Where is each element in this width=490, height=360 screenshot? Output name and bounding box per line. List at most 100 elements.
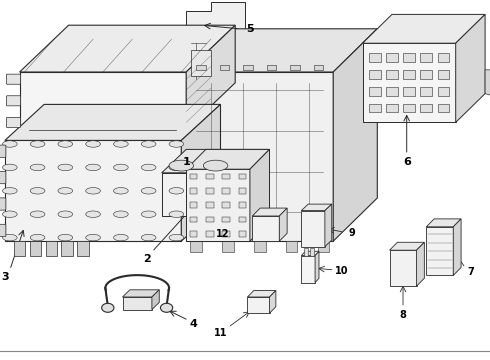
Bar xyxy=(206,217,214,222)
Polygon shape xyxy=(247,297,270,313)
Polygon shape xyxy=(122,297,152,310)
Bar xyxy=(386,104,398,112)
Text: 1: 1 xyxy=(182,157,190,167)
Bar xyxy=(438,87,449,95)
Polygon shape xyxy=(333,29,377,241)
Ellipse shape xyxy=(86,188,100,194)
Ellipse shape xyxy=(169,141,184,147)
Polygon shape xyxy=(250,149,270,241)
Bar xyxy=(438,53,449,62)
Bar xyxy=(403,53,415,62)
Bar xyxy=(318,241,329,252)
Text: 5: 5 xyxy=(246,24,254,34)
Bar xyxy=(403,104,415,112)
Ellipse shape xyxy=(86,164,100,171)
Bar xyxy=(420,53,432,62)
FancyBboxPatch shape xyxy=(0,145,6,157)
Bar xyxy=(206,202,214,208)
Polygon shape xyxy=(390,250,416,286)
Text: 7: 7 xyxy=(467,267,474,277)
Polygon shape xyxy=(363,43,456,122)
Text: 2: 2 xyxy=(143,254,151,264)
Bar xyxy=(220,65,229,70)
Bar xyxy=(310,248,314,256)
Bar xyxy=(222,202,230,208)
Polygon shape xyxy=(122,290,159,297)
Bar xyxy=(386,53,398,62)
Polygon shape xyxy=(270,291,276,313)
Ellipse shape xyxy=(30,141,45,147)
Polygon shape xyxy=(426,227,453,275)
Bar xyxy=(30,241,42,256)
FancyBboxPatch shape xyxy=(0,198,6,210)
Bar xyxy=(254,241,266,252)
Bar xyxy=(438,104,449,112)
Ellipse shape xyxy=(141,188,156,194)
Bar xyxy=(206,231,214,237)
Polygon shape xyxy=(315,251,319,283)
Bar xyxy=(369,70,381,79)
Polygon shape xyxy=(245,158,270,212)
Polygon shape xyxy=(181,104,221,241)
Polygon shape xyxy=(416,242,424,286)
Bar xyxy=(14,241,25,256)
Polygon shape xyxy=(363,14,485,43)
Bar xyxy=(222,241,234,252)
FancyBboxPatch shape xyxy=(0,224,6,237)
Bar xyxy=(196,65,206,70)
Bar xyxy=(314,65,323,70)
Polygon shape xyxy=(279,208,287,241)
Bar xyxy=(420,87,432,95)
Bar xyxy=(304,248,308,256)
Polygon shape xyxy=(390,242,424,250)
Polygon shape xyxy=(162,173,245,216)
Polygon shape xyxy=(301,204,332,211)
Bar xyxy=(239,231,246,237)
Bar xyxy=(46,241,57,256)
Ellipse shape xyxy=(2,211,17,217)
Ellipse shape xyxy=(58,211,73,217)
Text: 10: 10 xyxy=(335,266,349,276)
Polygon shape xyxy=(301,211,325,247)
Polygon shape xyxy=(301,256,315,283)
Bar xyxy=(62,241,73,256)
Text: 11: 11 xyxy=(214,328,227,338)
Ellipse shape xyxy=(58,164,73,171)
Ellipse shape xyxy=(2,188,17,194)
Polygon shape xyxy=(186,25,235,130)
Bar xyxy=(239,202,246,208)
Ellipse shape xyxy=(203,160,228,171)
Ellipse shape xyxy=(141,234,156,241)
Ellipse shape xyxy=(114,211,128,217)
Bar xyxy=(222,217,230,222)
Polygon shape xyxy=(186,2,245,108)
Bar xyxy=(438,70,449,79)
Ellipse shape xyxy=(2,141,17,147)
Ellipse shape xyxy=(161,303,172,312)
Bar xyxy=(243,65,253,70)
Polygon shape xyxy=(186,72,333,241)
Ellipse shape xyxy=(86,211,100,217)
Bar xyxy=(222,188,230,194)
Polygon shape xyxy=(453,219,461,275)
Text: 3: 3 xyxy=(1,272,9,282)
Ellipse shape xyxy=(30,188,45,194)
Bar xyxy=(190,174,197,179)
Ellipse shape xyxy=(169,234,184,241)
Polygon shape xyxy=(456,14,485,122)
FancyBboxPatch shape xyxy=(6,117,21,127)
FancyBboxPatch shape xyxy=(0,171,6,184)
Bar xyxy=(403,87,415,95)
Bar xyxy=(239,188,246,194)
Ellipse shape xyxy=(141,164,156,171)
Bar xyxy=(239,174,246,179)
Bar xyxy=(239,217,246,222)
Ellipse shape xyxy=(2,234,17,241)
Ellipse shape xyxy=(30,234,45,241)
Polygon shape xyxy=(245,149,270,216)
Polygon shape xyxy=(5,140,181,241)
Polygon shape xyxy=(20,72,186,130)
Ellipse shape xyxy=(141,141,156,147)
Text: 8: 8 xyxy=(399,310,407,320)
Ellipse shape xyxy=(114,234,128,241)
